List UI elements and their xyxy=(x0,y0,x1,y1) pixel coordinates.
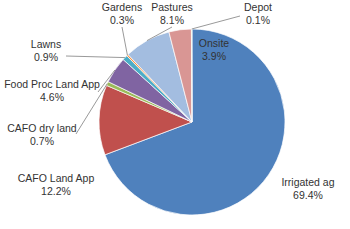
value-label: 4.6% xyxy=(40,91,64,103)
value-label: 0.1% xyxy=(246,14,270,26)
pie-slice xyxy=(191,29,193,122)
category-label: Gardens xyxy=(102,1,142,13)
value-label: 3.9% xyxy=(202,50,226,62)
leader-line xyxy=(98,70,115,92)
category-label: Food Proc Land App xyxy=(4,78,100,90)
category-label: Irrigated ag xyxy=(281,176,334,188)
category-label: CAFO dry land xyxy=(7,122,77,134)
category-label: Onsite xyxy=(199,37,230,49)
value-label: 8.1% xyxy=(160,14,184,26)
pie-chart: Irrigated ag69.4% CAFO Land App12.2% CAFO … xyxy=(0,0,350,229)
value-label: 0.7% xyxy=(30,135,54,147)
leader-line xyxy=(122,27,127,55)
slices xyxy=(99,29,285,215)
leader-line xyxy=(192,16,240,29)
leader-line xyxy=(66,56,125,58)
value-label: 12.2% xyxy=(41,185,71,197)
value-label: 0.9% xyxy=(34,51,58,63)
leader-line xyxy=(76,84,107,134)
labels: Irrigated ag69.4% CAFO Land App12.2% CAFO … xyxy=(4,1,335,201)
value-label: 0.3% xyxy=(110,14,134,26)
category-label: CAFO Land App xyxy=(18,172,95,184)
pie-slice xyxy=(169,29,192,122)
category-label: Pastures xyxy=(151,1,192,13)
value-label: 69.4% xyxy=(293,189,323,201)
leader-line xyxy=(147,27,172,41)
category-label: Depot xyxy=(244,1,272,13)
category-label: Lawns xyxy=(31,38,61,50)
